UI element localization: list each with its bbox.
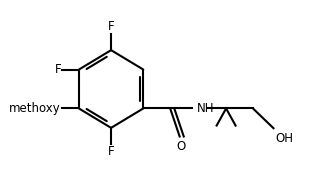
Text: methoxy: methoxy (9, 102, 61, 115)
Text: F: F (108, 20, 115, 33)
Text: OH: OH (275, 132, 293, 145)
Text: F: F (108, 145, 115, 158)
Text: F: F (55, 63, 62, 76)
Text: NH: NH (197, 102, 214, 115)
Text: O: O (176, 140, 186, 153)
